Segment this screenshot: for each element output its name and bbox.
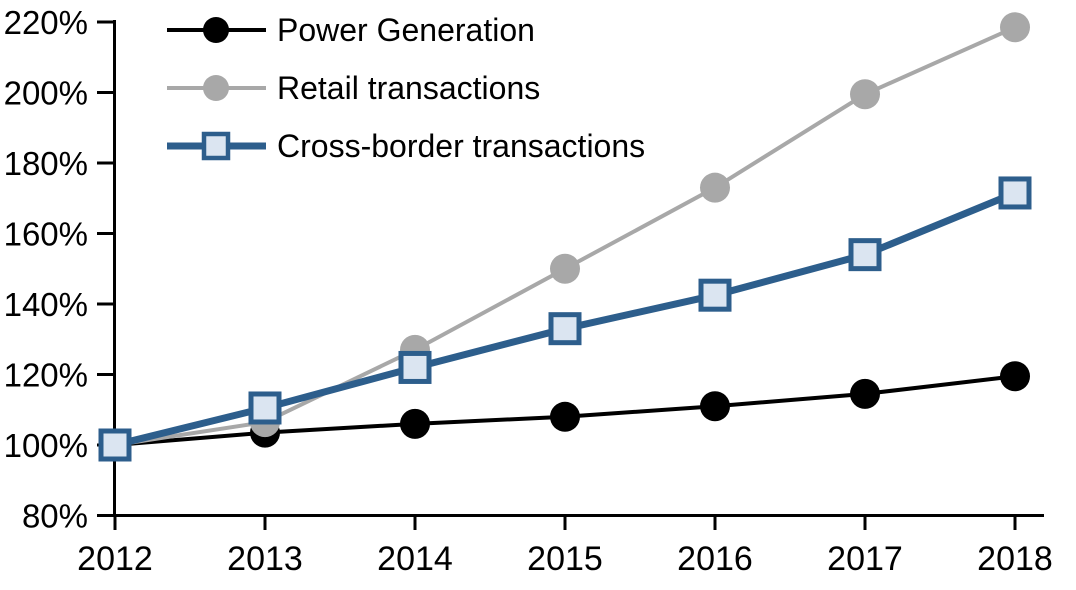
x-tick-label: 2015 — [527, 540, 603, 578]
y-tick-label: 140% — [4, 286, 88, 323]
data-point-marker — [700, 391, 730, 422]
series-cross-border-transactions — [98, 176, 1032, 462]
data-point-marker — [548, 312, 582, 346]
y-tick-label: 160% — [4, 216, 88, 253]
y-axis: 80% 100% 120% 140% 160% 180% 200% 220% — [4, 4, 116, 535]
legend-item-cross-border-transactions: Cross-border transactions — [167, 128, 645, 164]
data-point-marker — [848, 238, 882, 272]
legend-item-power-generation: Power Generation — [167, 12, 535, 48]
data-point-marker — [1000, 12, 1030, 43]
data-point-marker — [248, 391, 282, 425]
x-tick-label: 2018 — [977, 540, 1053, 578]
data-point-marker — [398, 350, 432, 384]
data-point-marker — [698, 278, 732, 312]
y-tick-label: 200% — [4, 75, 88, 112]
legend-circle-marker-icon — [203, 75, 229, 101]
y-tick-label: 120% — [4, 357, 88, 394]
legend-square-marker-icon — [201, 131, 231, 161]
data-point-marker — [850, 378, 880, 409]
legend-item-retail-transactions: Retail transactions — [167, 70, 540, 106]
data-point-marker — [700, 172, 730, 203]
data-point-marker — [550, 401, 580, 432]
legend-label: Cross-border transactions — [277, 128, 645, 164]
y-tick-label: 100% — [4, 427, 88, 464]
data-point-marker — [850, 79, 880, 110]
legend-label: Power Generation — [277, 12, 535, 48]
x-tick-label: 2017 — [827, 540, 903, 578]
data-point-marker — [550, 253, 580, 284]
x-tick-label: 2013 — [227, 540, 303, 578]
y-tick-label: 180% — [4, 145, 88, 182]
x-axis: 2012 2013 2014 2015 2016 2017 2018 — [77, 514, 1053, 578]
y-tick-label: 80% — [22, 498, 88, 535]
legend-label: Retail transactions — [277, 70, 540, 106]
data-point-marker — [98, 428, 132, 462]
x-tick-label: 2014 — [377, 540, 453, 578]
y-tick-label: 220% — [4, 4, 88, 41]
series-power-generation — [100, 361, 1030, 460]
data-point-marker — [400, 408, 430, 439]
legend-circle-marker-icon — [203, 17, 229, 43]
x-tick-label: 2012 — [77, 540, 153, 578]
data-point-marker — [1000, 361, 1030, 392]
chart-legend: Power Generation Retail transactions Cross… — [167, 12, 645, 164]
data-point-marker — [998, 176, 1032, 210]
x-tick-label: 2016 — [677, 540, 753, 578]
